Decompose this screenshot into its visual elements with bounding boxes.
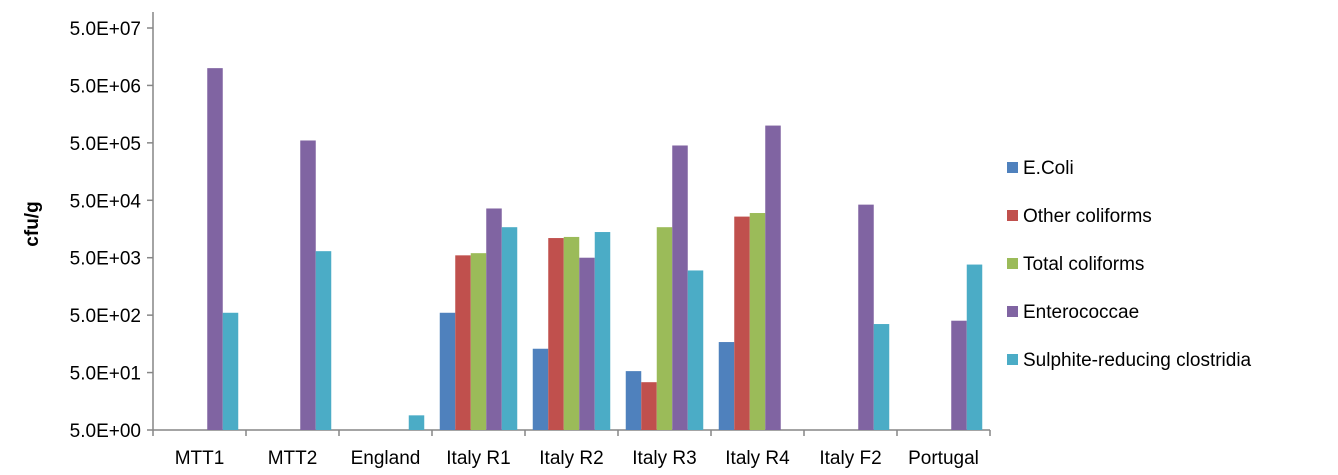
bar-total-coliforms-italy-r4 (749, 213, 766, 430)
bar-other-coliforms-italy-r3 (641, 382, 657, 430)
legend-swatch (1007, 354, 1018, 365)
bar-sulphite-reducing-clostridia-italy-r1 (501, 227, 518, 430)
bar-e-coli-italy-r1 (439, 312, 456, 430)
x-tick-label: Portugal (908, 448, 979, 469)
x-tick-label: Italy R4 (725, 448, 790, 469)
x-tick-label: Italy R2 (539, 448, 603, 469)
legend-label: Total coliforms (1023, 254, 1144, 275)
bar-sulphite-reducing-clostridia-england (408, 415, 425, 430)
y-tick-label: 5.0E+03 (70, 249, 141, 270)
legend: E.Coli Other coliforms Total coliforms Ente… (1007, 158, 1252, 371)
y-tick-label: 5.0E+05 (70, 134, 141, 155)
bar-sulphite-reducing-clostridia-italy-r3 (687, 270, 704, 430)
legend-label: Other coliforms (1023, 206, 1152, 227)
bar-other-coliforms-italy-r4 (734, 216, 750, 430)
y-axis-label: cfu/g (22, 201, 43, 246)
bar-enterococcae-italy-r3 (672, 145, 688, 430)
y-tick-label: 5.0E+06 (70, 76, 141, 97)
x-tick-label: Italy F2 (819, 448, 881, 469)
legend-label: Enterococcae (1023, 302, 1139, 323)
x-tick-label: Italy R1 (446, 448, 510, 469)
legend-swatch (1007, 162, 1018, 173)
bar-total-coliforms-italy-r1 (470, 253, 487, 430)
tick-labels: 5.0E+00 5.0E+01 5.0E+02 5.0E+03 5.0E+04 5.0E+… (70, 19, 979, 469)
bar-e-coli-italy-r4 (718, 342, 735, 430)
x-tick-label: MTT1 (175, 448, 225, 469)
bar-enterococcae-italy-f2 (858, 204, 874, 430)
axes (147, 12, 991, 436)
bar-enterococcae-italy-r4 (765, 125, 781, 430)
bar-enterococcae-italy-r2 (579, 257, 595, 430)
x-tick-label: MTT2 (268, 448, 318, 469)
bar-e-coli-italy-r3 (625, 371, 642, 430)
y-tick-label: 5.0E+07 (70, 19, 141, 40)
bar-sulphite-reducing-clostridia-mtt2 (315, 251, 332, 430)
bar-total-coliforms-italy-r3 (656, 227, 673, 430)
bar-sulphite-reducing-clostridia-italy-f2 (873, 324, 890, 430)
bar-enterococcae-mtt1 (207, 68, 223, 431)
y-tick-label: 5.0E+04 (70, 191, 142, 212)
bar-total-coliforms-italy-r2 (563, 236, 580, 430)
legend-swatch (1007, 306, 1018, 317)
bar-sulphite-reducing-clostridia-portugal (966, 264, 983, 430)
bars (207, 68, 983, 431)
bar-enterococcae-italy-r1 (486, 208, 502, 430)
bar-sulphite-reducing-clostridia-mtt1 (222, 312, 239, 430)
bar-other-coliforms-italy-r2 (548, 238, 564, 430)
legend-label: E.Coli (1023, 158, 1074, 179)
legend-swatch (1007, 258, 1018, 269)
y-tick-label: 5.0E+02 (70, 306, 141, 327)
y-tick-label: 5.0E+00 (70, 421, 141, 442)
x-tick-label: England (351, 448, 421, 469)
legend-label: Sulphite-reducing clostridia (1023, 350, 1252, 371)
x-tick-label: Italy R3 (632, 448, 696, 469)
bar-enterococcae-portugal (951, 320, 967, 430)
legend-swatch (1007, 210, 1018, 221)
bar-e-coli-italy-r2 (532, 348, 549, 430)
bar-other-coliforms-italy-r1 (455, 255, 471, 430)
y-tick-label: 5.0E+01 (70, 364, 141, 385)
bar-enterococcae-mtt2 (300, 140, 316, 430)
bar-sulphite-reducing-clostridia-italy-r2 (594, 232, 611, 430)
